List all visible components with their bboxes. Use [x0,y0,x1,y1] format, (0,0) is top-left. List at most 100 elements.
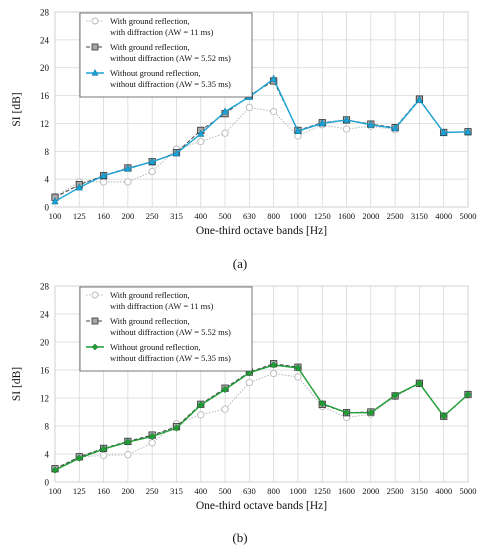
data-point [148,167,156,176]
data-point [124,438,132,446]
x-tick-label: 3150 [411,211,428,221]
y-tick-label: 24 [40,35,50,45]
data-point [245,378,254,387]
data-point [99,178,108,186]
data-point [391,391,399,399]
data-point [172,149,181,157]
legend-entry-text: With ground reflection, [110,316,190,326]
data-point [75,183,83,191]
data-point [440,128,448,136]
legend-box [79,286,253,372]
panel-label: (b) [232,530,247,545]
legend-entry-text: without diffraction (AW = 5.35 ms) [110,79,231,89]
legend: With ground reflection,with diffraction … [79,286,253,372]
x-axis-label: One-third octave bands [Hz] [196,500,327,512]
legend-swatch-marker [91,291,99,299]
x-tick-label: 4000 [435,486,452,496]
y-tick-label: 4 [45,175,50,185]
data-point [294,364,302,372]
legend-entry-text: with diffraction (AW = 11 ms) [110,301,214,311]
x-tick-label: 315 [170,211,183,221]
x-tick-label: 400 [194,486,207,496]
y-tick-label: 0 [45,478,50,488]
x-tick-label: 4000 [435,211,452,221]
data-point [342,125,351,133]
legend-entry-text: with diffraction (AW = 11 ms) [110,27,214,37]
x-tick-label: 5000 [460,486,477,496]
legend-entry-text: Without ground reflection, [110,342,201,352]
x-tick-label: 100 [49,486,62,496]
x-tick-label: 1250 [314,486,331,496]
data-point [148,157,156,165]
x-tick-label: 800 [267,211,280,221]
x-tick-label: 1000 [289,486,306,496]
y-tick-label: 12 [40,119,49,129]
data-point [318,400,326,408]
y-tick-label: 4 [45,450,50,460]
x-tick-label: 2500 [387,211,404,221]
data-point [99,451,108,460]
x-tick-label: 250 [146,211,159,221]
x-tick-label: 2000 [362,211,379,221]
x-tick-label: 400 [194,211,207,221]
data-point [75,454,83,462]
legend-entry-text: With ground reflection, [110,290,190,300]
x-tick-label: 5000 [460,211,477,221]
x-tick-label: 160 [97,211,110,221]
x-tick-label: 125 [73,486,86,496]
series-line [54,364,469,471]
legend-swatch-marker [91,17,99,25]
data-point [221,405,229,413]
data-point [245,103,254,112]
data-point [221,129,229,137]
y-tick-label: 8 [45,422,50,432]
data-point [197,411,205,419]
legend-entry-text: without diffraction (AW = 5.35 ms) [110,353,231,363]
data-point [197,129,205,137]
x-tick-label: 2500 [387,486,404,496]
x-tick-label: 200 [122,486,135,496]
panel-label: (a) [233,256,247,271]
y-tick-label: 20 [40,338,50,348]
data-point [269,369,278,378]
data-point [100,445,108,453]
y-axis-label: SI [dB] [11,92,23,126]
legend-entry-text: without diffraction (AW = 5.52 ms) [110,327,231,337]
x-tick-label: 3150 [411,486,428,496]
y-tick-label: 16 [40,366,50,376]
x-tick-label: 160 [97,486,110,496]
chart-panel-1: 0 4 8 12 16 20 24 28 100 125 160 200 250 315 400 500 630… [11,8,477,272]
x-tick-label: 630 [243,486,256,496]
x-tick-label: 630 [243,211,256,221]
data-point [148,439,156,447]
data-point [172,424,181,432]
x-tick-label: 1600 [338,486,355,496]
data-point [342,115,351,123]
data-point [148,432,156,441]
data-point [440,412,448,420]
legend-swatch-marker [91,317,99,325]
legend-box [79,12,253,98]
data-point [270,74,278,82]
data-point [99,171,108,179]
data-point [415,379,423,387]
data-point [221,107,229,115]
y-tick-label: 28 [40,8,50,18]
legend-entry-text: without diffraction (AW = 5.52 ms) [110,53,231,63]
x-tick-label: 250 [146,486,159,496]
data-point [464,127,472,135]
series-line [54,77,469,203]
x-tick-label: 500 [219,486,232,496]
legend-swatch-marker [91,343,99,351]
x-tick-label: 1250 [314,211,331,221]
x-tick-label: 315 [170,486,183,496]
data-point [124,451,132,459]
legend-entry-text: With ground reflection, [110,42,190,52]
x-tick-label: 125 [73,211,86,221]
y-tick-label: 20 [40,63,50,73]
y-tick-label: 12 [40,394,49,404]
data-point [124,164,132,172]
y-tick-label: 28 [40,282,50,292]
legend-entry-text: With ground reflection, [110,16,190,26]
